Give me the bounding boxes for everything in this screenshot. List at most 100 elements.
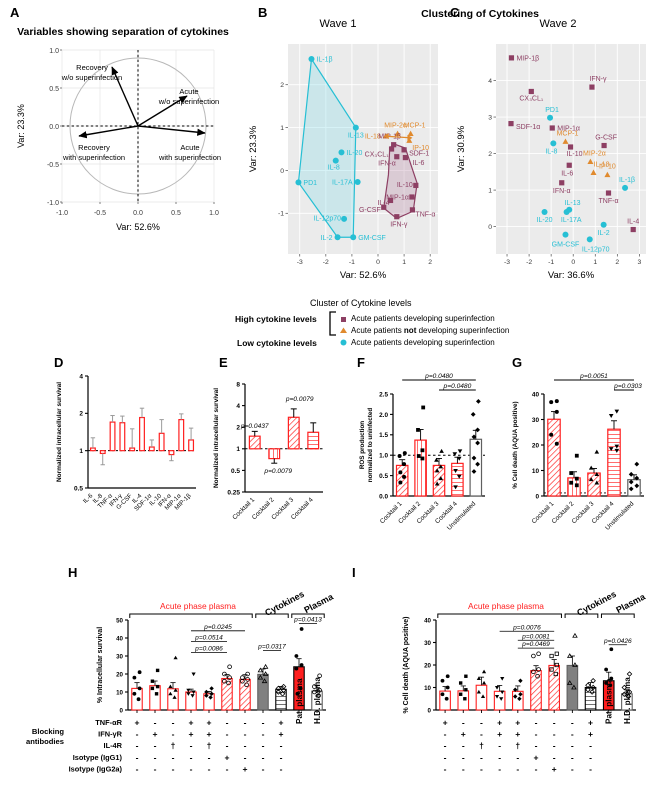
svg-text:MIP-1β: MIP-1β <box>378 134 401 141</box>
svg-text:+: + <box>188 718 193 728</box>
svg-text:-: - <box>154 741 157 751</box>
panel-f: F 0.0 0.5 1.0 1.5 2.0 2.5 p=0.0480 p=0.0480 Cock… <box>345 356 500 556</box>
svg-text:IL-6: IL-6 <box>412 160 424 167</box>
panel-d-plot: 0.5124IL-6IL-8TNF-αIFN-γG-CSFIL-4SDF-1αI… <box>56 373 196 513</box>
svg-text:3: 3 <box>637 259 641 266</box>
svg-text:IL-18: IL-18 <box>594 162 610 169</box>
svg-text:+: + <box>497 729 502 739</box>
svg-text:0: 0 <box>428 707 432 714</box>
svg-text:+: + <box>134 718 139 728</box>
panel-g-letter: G <box>512 355 523 370</box>
svg-text:2.0: 2.0 <box>379 412 388 419</box>
svg-text:1: 1 <box>488 187 492 194</box>
svg-text:p=0.0079: p=0.0079 <box>285 396 314 403</box>
svg-text:IL-17A: IL-17A <box>332 180 353 187</box>
panel-i-letter: I <box>352 565 356 580</box>
svg-text:0.0: 0.0 <box>133 210 143 217</box>
panel-g: G 0 10 20 30 40 p=0.0051 p=0.0303 Cocktail 1 Coc… <box>500 356 665 556</box>
svg-text:4: 4 <box>79 373 83 380</box>
svg-text:20: 20 <box>424 662 431 669</box>
svg-text:p=0.0514: p=0.0514 <box>194 635 223 642</box>
panel-e-plot: 0.250.51248p=0.0437p=0.0079p=0.0079Cockt… <box>213 381 323 521</box>
panel-i: I 0 10 20 30 40 Acute phase plasma Cytokines Pl… <box>340 566 665 804</box>
svg-text:IL-18: IL-18 <box>365 134 381 141</box>
svg-text:IL-4: IL-4 <box>627 219 639 226</box>
svg-text:-: - <box>280 741 283 751</box>
svg-text:-: - <box>571 729 574 739</box>
svg-text:-: - <box>589 741 592 751</box>
svg-text:IL-10: IL-10 <box>567 151 583 158</box>
svg-text:-: - <box>208 764 211 774</box>
svg-text:-: - <box>535 729 538 739</box>
svg-text:with superinfection: with superinfection <box>158 153 221 162</box>
svg-text:MCP-1: MCP-1 <box>557 131 579 138</box>
panel-b-subtitle: Wave 1 <box>319 18 357 30</box>
panel-a-title: Variables showing separation of cytokine… <box>17 26 229 38</box>
svg-text:-: - <box>462 764 465 774</box>
legend-marker-square <box>341 317 346 322</box>
svg-text:p=0.0081: p=0.0081 <box>521 633 550 640</box>
svg-text:3: 3 <box>488 114 492 121</box>
svg-text:with superinfection: with superinfection <box>62 153 125 162</box>
svg-text:Isotype (IgG1): Isotype (IgG1) <box>73 753 123 762</box>
svg-text:-: - <box>444 752 447 762</box>
svg-text:-: - <box>444 729 447 739</box>
svg-text:p=0.0245: p=0.0245 <box>203 624 232 631</box>
svg-text:-0.5: -0.5 <box>94 210 106 217</box>
svg-text:+: + <box>242 764 247 774</box>
svg-text:1.0: 1.0 <box>49 48 59 55</box>
svg-text:†: † <box>479 741 484 751</box>
svg-text:4: 4 <box>236 403 240 410</box>
svg-text:MIP-2α: MIP-2α <box>583 151 606 158</box>
svg-text:-: - <box>498 741 501 751</box>
svg-text:H.D. plasma: H.D. plasma <box>623 677 632 724</box>
svg-text:-: - <box>462 741 465 751</box>
legend-row-high-nosuper: Acute patients not developing superinfec… <box>351 326 510 335</box>
svg-text:IFN-α: IFN-α <box>553 188 571 195</box>
svg-text:IFN-γR: IFN-γR <box>98 730 122 739</box>
svg-text:TNF-α: TNF-α <box>599 198 619 205</box>
svg-text:8: 8 <box>236 381 240 388</box>
svg-text:-: - <box>444 741 447 751</box>
svg-text:†: † <box>515 741 520 751</box>
svg-text:IL-17A: IL-17A <box>561 217 582 224</box>
svg-text:1.0: 1.0 <box>209 210 219 217</box>
svg-text:GM-CSF: GM-CSF <box>552 242 580 249</box>
svg-text:-: - <box>136 729 139 739</box>
svg-text:1.5: 1.5 <box>379 432 388 439</box>
svg-text:40: 40 <box>424 617 431 624</box>
svg-text:2: 2 <box>488 151 492 158</box>
svg-text:-: - <box>154 718 157 728</box>
panel-f-letter: F <box>357 355 365 370</box>
svg-text:†: † <box>171 741 176 751</box>
svg-text:-: - <box>172 729 175 739</box>
svg-text:-: - <box>571 741 574 751</box>
svg-text:†: † <box>207 741 212 751</box>
panels-bc-title: Clustering of Cytokines <box>421 8 539 20</box>
svg-text:Acute: Acute <box>180 143 199 152</box>
svg-text:-: - <box>244 718 247 728</box>
svg-text:CX₃CL₁: CX₃CL₁ <box>519 95 544 102</box>
svg-text:-: - <box>480 729 483 739</box>
svg-text:TNF-α: TNF-α <box>415 211 435 218</box>
svg-text:Var: 52.6%: Var: 52.6% <box>340 270 387 281</box>
svg-text:0.5: 0.5 <box>231 468 240 475</box>
cluster-legend: Cluster of Cytokine levels High cytokine… <box>215 298 665 356</box>
svg-text:-: - <box>244 752 247 762</box>
svg-text:Isotype (IgG2a): Isotype (IgG2a) <box>69 764 123 773</box>
svg-text:-: - <box>553 718 556 728</box>
svg-text:+: + <box>533 752 538 762</box>
svg-text:-: - <box>226 729 229 739</box>
svg-text:% Cell death (AQUA positive): % Cell death (AQUA positive) <box>512 401 519 488</box>
svg-text:p=0.0437: p=0.0437 <box>240 423 269 430</box>
svg-text:-1: -1 <box>349 259 355 266</box>
svg-text:Plasma: Plasma <box>302 591 335 615</box>
svg-text:Var: 36.6%: Var: 36.6% <box>548 270 595 281</box>
svg-text:p=0.0469: p=0.0469 <box>521 641 550 648</box>
panel-b-letter: B <box>258 5 268 20</box>
svg-text:+: + <box>278 718 283 728</box>
svg-text:CX₃CL₁: CX₃CL₁ <box>365 152 390 159</box>
svg-text:+: + <box>443 718 448 728</box>
svg-text:+: + <box>461 729 466 739</box>
svg-text:-: - <box>571 718 574 728</box>
